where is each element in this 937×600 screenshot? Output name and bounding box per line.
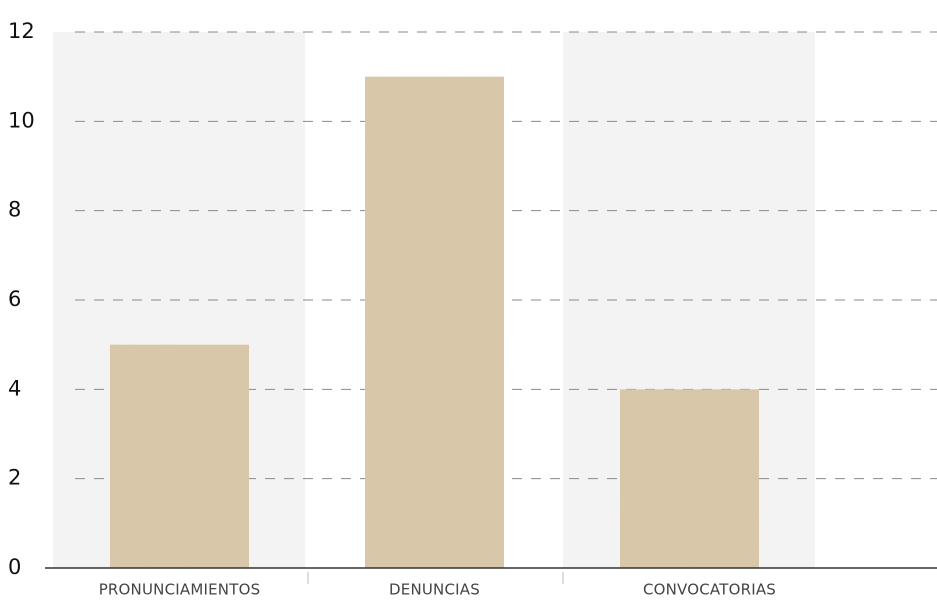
y-tick-label: 6	[8, 287, 21, 311]
y-axis-tick-labels: 0 2 4 6 8 10 12	[8, 19, 35, 579]
x-category-label: CONVOCATORIAS	[643, 581, 776, 599]
y-tick-label: 10	[8, 108, 35, 132]
y-tick-label: 4	[8, 376, 21, 400]
x-category-label: PRONUNCIAMIENTOS	[99, 581, 261, 599]
bar	[110, 344, 249, 568]
x-category-label: DENUNCIAS	[389, 581, 480, 599]
y-tick-label: 8	[8, 198, 21, 222]
x-axis-category-labels: PRONUNCIAMIENTOS DENUNCIAS CONVOCATORIAS	[99, 581, 776, 599]
y-tick-label: 2	[8, 466, 21, 490]
bar	[620, 389, 759, 568]
y-tick-label: 12	[8, 19, 35, 43]
bar	[365, 76, 504, 569]
y-tick-label: 0	[8, 555, 21, 579]
x-axis	[45, 567, 937, 584]
bars	[110, 76, 759, 569]
